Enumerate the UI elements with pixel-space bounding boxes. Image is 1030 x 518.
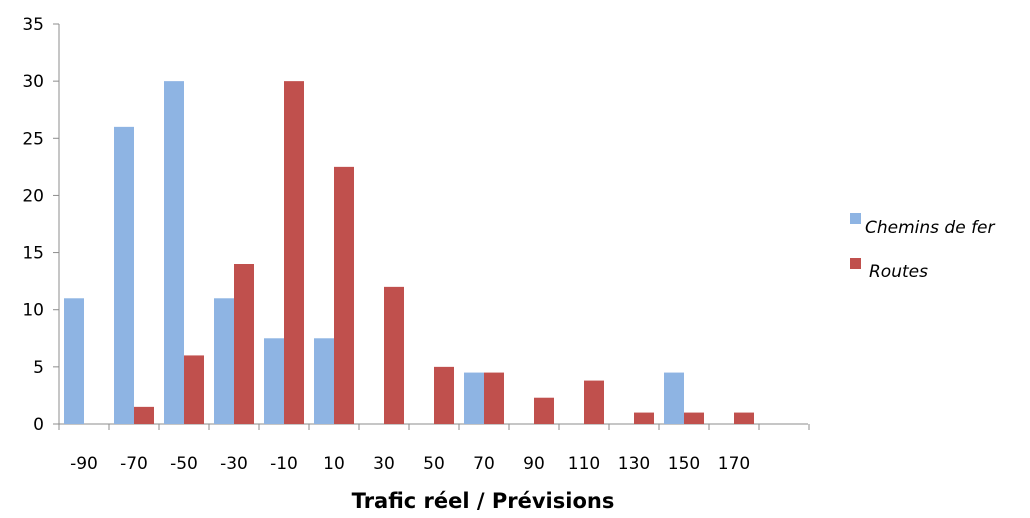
x-tick-label-10: 10 — [323, 454, 345, 474]
bar-chemins-de-fer-50 — [164, 81, 184, 425]
x-tick-label-110: 110 — [568, 454, 600, 474]
bar-routes-170 — [734, 412, 754, 424]
bar-chemins-de-fer-90 — [64, 298, 84, 424]
bar-routes-50 — [434, 366, 454, 424]
x-tick-label-90: 90 — [523, 454, 545, 474]
x-tick-label-70: -70 — [120, 454, 148, 474]
bar-routes-70 — [134, 406, 154, 424]
y-tick-label-25: 25 — [22, 129, 44, 149]
x-tick-label-30: 30 — [373, 454, 395, 474]
bar-chemins-de-fer-10 — [314, 338, 334, 424]
y-tick-labels: 0 5 10 15 20 25 30 35 — [22, 15, 44, 435]
bar-routes-10 — [334, 166, 354, 424]
legend-swatch-chemins-de-fer — [850, 213, 861, 224]
bar-chemins-de-fer-10 — [264, 338, 284, 424]
bar-routes-30 — [234, 264, 254, 424]
x-tick-labels: -90 -70 -50 -30 -10 10 30 50 70 90 110 130 150 170 — [70, 454, 750, 474]
bar-routes-50 — [184, 355, 204, 424]
x-tick-label-170: 170 — [718, 454, 750, 474]
bar-routes-10 — [284, 81, 304, 425]
x-axis-title: Trafic réel / Prévisions — [352, 489, 615, 513]
x-tick-label-150: 150 — [668, 454, 700, 474]
y-tick-label-20: 20 — [22, 186, 44, 206]
bar-chemins-de-fer-150 — [664, 372, 684, 424]
legend-label-chemins-de-fer: Chemins de fer — [865, 218, 996, 238]
y-tick-label-30: 30 — [22, 72, 44, 92]
x-tick-label-70: 70 — [473, 454, 495, 474]
bar-chemins-de-fer-70 — [114, 126, 134, 424]
x-tick-label-50: -50 — [170, 454, 198, 474]
y-tick-label-0: 0 — [33, 415, 44, 435]
bar-chemins-de-fer-30 — [214, 298, 234, 424]
y-tick-label-15: 15 — [22, 244, 44, 264]
x-tick-label-10: -10 — [270, 454, 298, 474]
x-tick-label-50: 50 — [423, 454, 445, 474]
legend-swatch-routes — [850, 258, 861, 269]
y-tick-label-5: 5 — [33, 358, 44, 378]
bar-routes-70 — [484, 372, 504, 424]
bar-routes-90 — [534, 397, 554, 424]
legend: Chemins de fer Routes — [850, 213, 996, 282]
y-tick-label-10: 10 — [22, 301, 44, 321]
x-tick-label-30: -30 — [220, 454, 248, 474]
x-tick-label-90: -90 — [70, 454, 98, 474]
bars — [64, 81, 754, 425]
bar-routes-130 — [634, 412, 654, 424]
legend-label-routes: Routes — [869, 262, 928, 282]
y-tick-label-35: 35 — [22, 15, 44, 35]
x-tick-label-130: 130 — [618, 454, 650, 474]
bar-routes-110 — [584, 380, 604, 424]
bar-chemins-de-fer-70 — [464, 372, 484, 424]
bar-routes-30 — [384, 286, 404, 424]
bar-routes-150 — [684, 412, 704, 424]
